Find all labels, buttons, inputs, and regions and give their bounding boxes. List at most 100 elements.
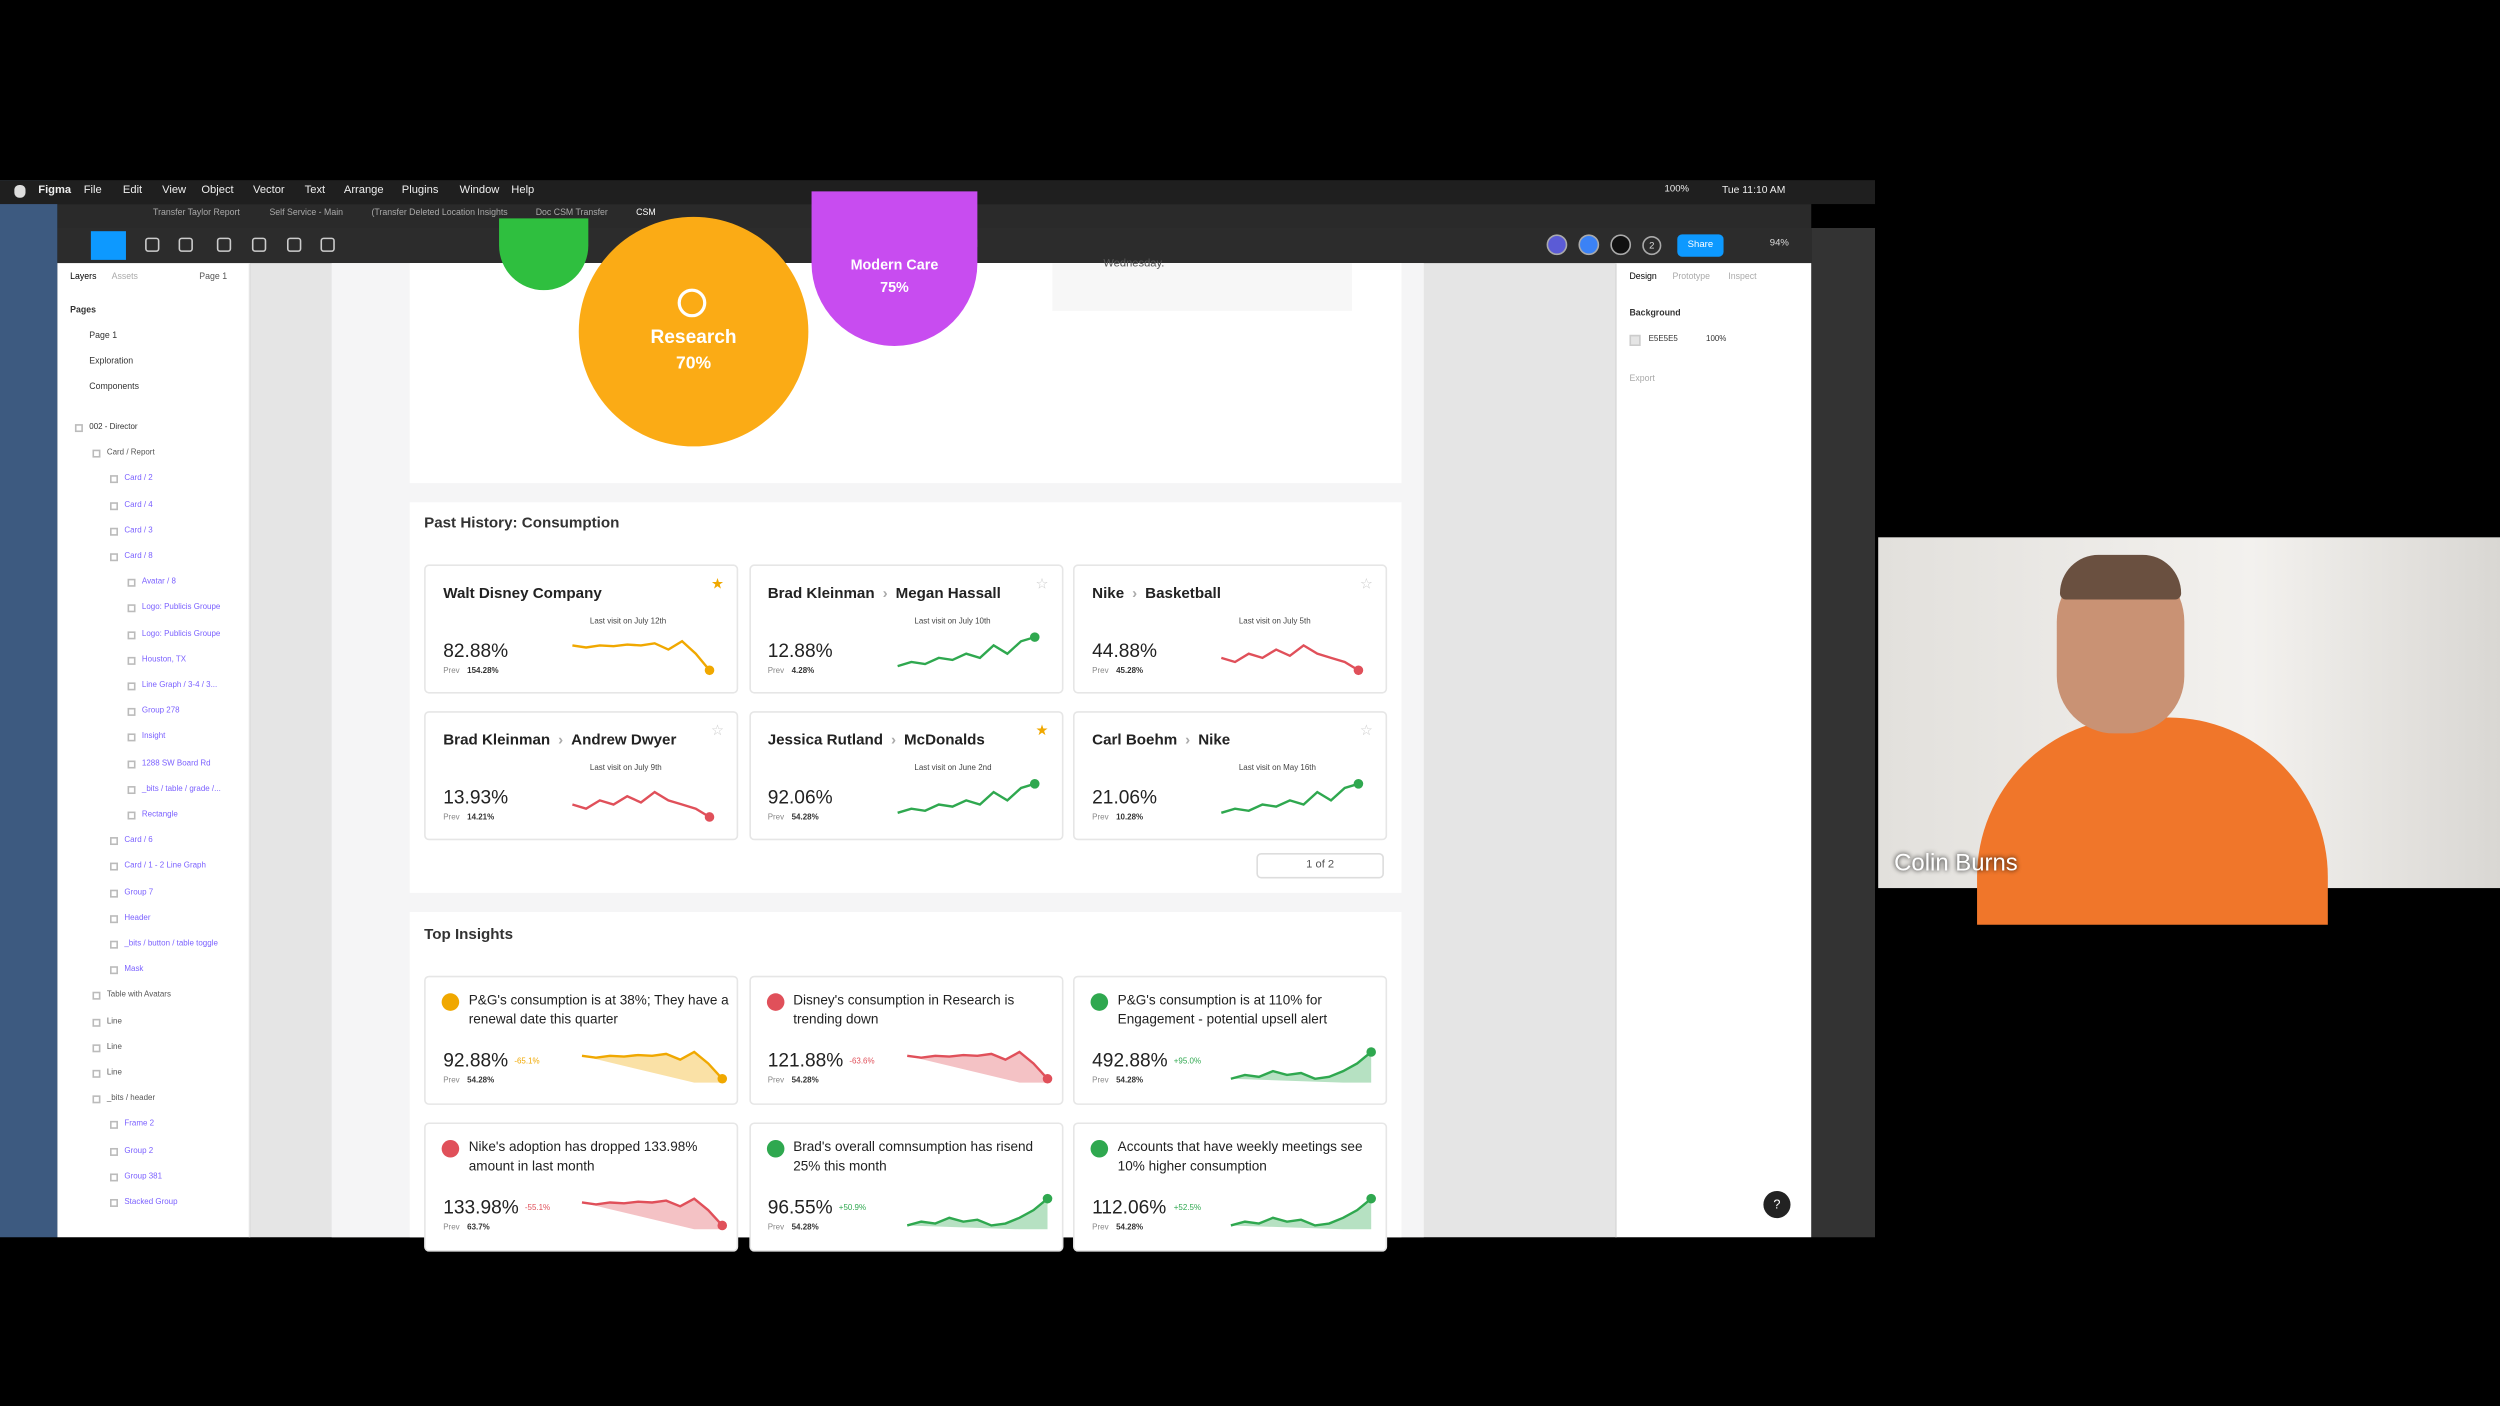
history-card[interactable]: Brad Kleinman › Andrew Dwyer ☆ Last visit on… [424,711,739,841]
layer-item[interactable]: Group 381 [124,1171,163,1182]
menu-item[interactable]: Arrange [343,184,384,197]
menu-item[interactable]: View [162,184,187,197]
tool-icon[interactable] [251,237,267,252]
tool-icon[interactable] [320,237,335,252]
page-item[interactable]: Exploration [89,357,134,367]
star[interactable]: ☆ [1035,575,1049,592]
insight-card[interactable]: P&G's consumption is at 38%; They have a… [424,975,739,1105]
layer-item[interactable]: Table with Avatars [106,990,171,1001]
history-card[interactable]: Walt Disney Company ★ Last visit on July 1… [424,564,739,694]
menu-item[interactable]: Figma [38,184,72,197]
layer-item[interactable]: Frame 2 [124,1119,155,1130]
menu-item[interactable]: Vector [253,184,285,197]
layer-item[interactable]: 002 - Director [89,422,138,433]
insight-card[interactable]: Nike's adoption has dropped 133.98% amou… [424,1122,739,1252]
panel-tab[interactable]: Design [1629,272,1657,283]
bubble-value: 70% [676,353,712,374]
history-card[interactable]: Carl Boehm › Nike ☆ Last visit on May 16th 21… [1073,711,1388,841]
account-name: Brad Kleinman [767,585,875,603]
tool-icon[interactable] [216,237,232,252]
layer-item[interactable]: Card / 6 [124,835,153,846]
layer-item[interactable]: Card / 1 - 2 Line Graph [124,861,206,872]
layer-item[interactable]: Logo: Publicis Groupe [141,603,221,613]
layer-item[interactable]: Line [106,1068,122,1078]
tool-icon[interactable] [145,237,160,252]
layer-item[interactable]: Insight [141,732,166,743]
menu-item[interactable]: Text [304,184,326,197]
layer-item[interactable]: _bits / button / table toggle [124,939,218,949]
layer-item[interactable]: Card / 8 [124,551,153,562]
color-opacity[interactable]: 100% [1706,334,1727,345]
menu-item[interactable]: File [83,184,102,197]
color-hex[interactable]: E5E5E5 [1648,334,1678,345]
insight-text: Accounts that have weekly meetings see 1… [1117,1138,1363,1174]
layer-item[interactable]: Header [124,913,151,923]
layer-item[interactable]: Group 7 [124,887,154,897]
help-button[interactable]: ? [1763,1191,1791,1219]
layer-item[interactable]: Logo: Publicis Groupe [141,629,221,639]
percent: 21.06% [1092,786,1158,809]
layer-icon [127,785,136,794]
share-button[interactable]: Share [1677,234,1724,257]
menu-item[interactable]: Help [511,184,535,197]
layer-item[interactable]: Houston, TX [141,654,187,665]
section-title[interactable]: Past History: Consumption [424,514,620,533]
file-tab[interactable]: Self Service - Main [269,208,344,219]
layer-item[interactable]: Card / 3 [124,525,153,536]
panel-tab[interactable]: Prototype [1672,272,1711,283]
star[interactable]: ☆ [710,722,724,739]
panel-tab[interactable]: Assets [111,272,138,283]
panel-tab[interactable]: Page 1 [199,272,228,283]
layer-item[interactable]: _bits / table / grade /... [141,784,221,794]
history-card[interactable]: Brad Kleinman › Megan Hassall ☆ Last visit o… [748,564,1063,694]
layer-item[interactable]: Group 278 [141,706,180,717]
last-visit: Last visit on July 5th [1238,617,1311,627]
file-tab[interactable]: CSM [636,208,656,219]
bubble-icon [677,288,707,318]
insight-card[interactable]: Accounts that have weekly meetings see 1… [1073,1122,1388,1252]
star[interactable]: ★ [710,575,724,592]
layer-item[interactable]: Avatar / 8 [141,577,176,588]
layer-item[interactable]: Stacked Group [124,1197,178,1207]
file-tab[interactable]: (Transfer Deleted Location Insights [371,208,508,219]
insight-card[interactable]: Disney's consumption in Research is tren… [748,975,1063,1105]
page-item[interactable]: Components [89,382,140,393]
status-icon [766,993,784,1011]
insight-card[interactable]: P&G's consumption is at 110% for Engagem… [1073,975,1388,1105]
layer-item[interactable]: 1288 SW Board Rd [141,758,211,768]
star[interactable]: ☆ [1359,722,1373,739]
zoom[interactable]: 94% [1769,239,1789,249]
layer-item[interactable]: Card / 4 [124,499,153,510]
layer-item[interactable]: Card / 2 [124,474,153,484]
layer-item[interactable]: Line [106,1016,122,1027]
history-card[interactable]: Jessica Rutland › McDonalds ★ Last visit on … [748,711,1063,841]
export-label[interactable]: Export [1629,374,1655,385]
file-tab[interactable]: Doc CSM Transfer [535,208,608,219]
history-card[interactable]: Nike › Basketball ☆ Last visit on July 5th 44… [1073,564,1388,694]
panel-tab[interactable]: Layers [70,272,97,283]
layer-item[interactable]: Group 2 [124,1145,154,1156]
layer-item[interactable]: Card / Report [106,448,155,458]
layer-item[interactable]: Line Graph / 3-4 / 3... [141,680,218,691]
tool-icon[interactable] [286,237,302,252]
menu-item[interactable]: Edit [122,184,143,197]
prev-value: 54.28% [467,1076,495,1086]
file-tab[interactable]: Transfer Taylor Report [153,208,240,219]
star[interactable]: ☆ [1359,575,1373,592]
move-tool[interactable] [90,231,126,260]
menu-item[interactable]: Window [459,184,500,197]
layer-item[interactable]: _bits / header [106,1094,156,1104]
layer-item[interactable]: Line [106,1042,122,1052]
page-item[interactable]: Page 1 [89,331,118,342]
star[interactable]: ★ [1035,722,1049,739]
prev-value: 45.28% [1116,666,1144,677]
menu-item[interactable]: Plugins [401,184,439,197]
menu-item[interactable]: Object [201,184,234,197]
prev-label: Prev [443,813,460,823]
layer-item[interactable]: Rectangle [141,809,178,820]
tool-icon[interactable] [178,237,193,252]
insight-card[interactable]: Brad's overall comnsumption has risend 2… [748,1122,1063,1252]
panel-tab[interactable]: Inspect [1728,272,1757,283]
layer-item[interactable]: Mask [124,964,144,975]
pager-text[interactable]: 1 of 2 [1306,859,1335,871]
